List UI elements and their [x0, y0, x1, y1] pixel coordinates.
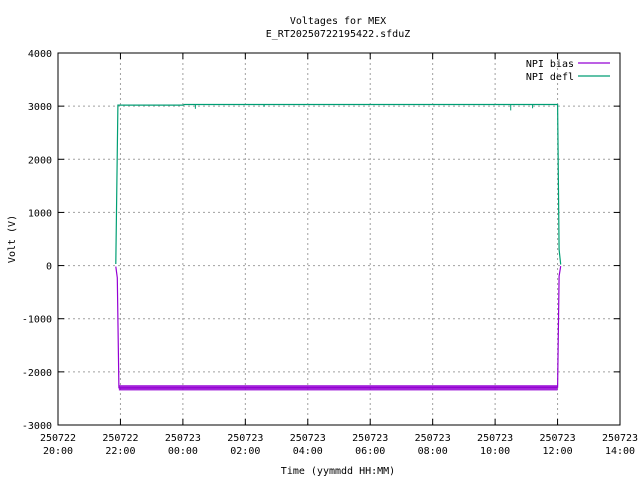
x-tick-time: 04:00: [293, 446, 323, 457]
plot-frame: [57, 52, 621, 426]
x-tick-date: 250723: [602, 433, 638, 444]
axis-ticks: 40003000200010000-1000-2000-300025072220…: [22, 49, 638, 457]
x-tick-date: 250723: [415, 433, 451, 444]
x-tick-time: 00:00: [168, 446, 198, 457]
x-tick-time: 06:00: [355, 446, 385, 457]
legend-label-npi-defl: NPI defl: [526, 72, 574, 83]
y-tick-label: 2000: [28, 155, 52, 166]
y-axis-label: Volt (V): [7, 215, 18, 263]
x-tick-time: 22:00: [105, 446, 135, 457]
x-tick-date: 250723: [477, 433, 513, 444]
x-tick-time: 14:00: [605, 446, 635, 457]
y-tick-label: -1000: [22, 315, 52, 326]
x-tick-date: 250723: [539, 433, 575, 444]
y-tick-label: 1000: [28, 208, 52, 219]
legend: NPI bias NPI defl: [526, 59, 610, 83]
series-line-npi-bias: [115, 266, 562, 389]
x-tick-date: 250723: [165, 433, 201, 444]
x-tick-time: 20:00: [43, 446, 73, 457]
y-tick-label: -2000: [22, 368, 52, 379]
x-tick-date: 250722: [102, 433, 138, 444]
x-tick-date: 250723: [352, 433, 388, 444]
x-tick-time: 08:00: [418, 446, 448, 457]
x-axis-label: Time (yymmdd HH:MM): [281, 466, 395, 477]
series-line-npi-defl: [115, 103, 562, 265]
y-tick-label: 0: [46, 262, 52, 273]
y-tick-label: -3000: [22, 421, 52, 432]
x-tick-time: 02:00: [230, 446, 260, 457]
x-tick-time: 12:00: [543, 446, 573, 457]
chart-subtitle: E_RT20250722195422.sfduZ: [266, 29, 411, 40]
x-tick-date: 250723: [290, 433, 326, 444]
x-tick-date: 250722: [40, 433, 76, 444]
series-lines: [115, 103, 562, 391]
legend-label-npi-bias: NPI bias: [526, 59, 574, 70]
x-tick-time: 10:00: [480, 446, 510, 457]
chart-title: Voltages for MEX: [290, 16, 386, 27]
y-tick-label: 4000: [28, 49, 52, 60]
x-tick-date: 250723: [227, 433, 263, 444]
y-tick-label: 3000: [28, 102, 52, 113]
